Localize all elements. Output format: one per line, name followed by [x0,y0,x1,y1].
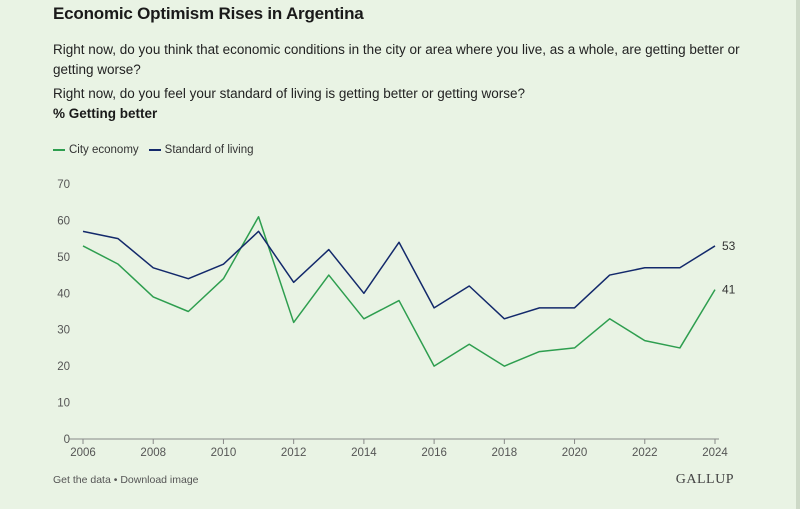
series-line-standard-of-living [82,230,716,320]
legend-item-city: City economy [53,144,139,156]
end-label-city-economy: 41 [722,283,736,297]
x-tick-label: 2020 [562,447,588,459]
y-tick-label: 0 [64,434,70,446]
y-tick-label: 10 [57,398,70,410]
legend-item-standard: Standard of living [148,144,254,156]
y-tick-label: 20 [57,361,70,373]
y-tick-label: 60 [57,215,70,227]
legend-swatch-standard [148,149,161,151]
legend: City economy Standard of living [53,144,254,156]
gallup-logo: GALLUP [675,472,734,487]
series-line-city-economy [82,216,716,367]
metric-label: % Getting better [53,106,158,121]
y-tick-label: 40 [57,288,70,300]
footer-links: Get the data • Download image [53,474,199,486]
footer-separator: • [110,474,121,486]
x-tick-label: 2018 [492,447,518,459]
y-tick-label: 30 [57,325,70,337]
scroll-edge [796,0,800,509]
line-chart: 0 10 20 30 40 50 60 70 2006 2008 2010 2012 2014 2016 2… [57,179,736,459]
legend-label-city: City economy [69,144,139,156]
y-tick-label: 50 [57,252,70,264]
y-tick-label: 70 [57,179,70,191]
x-tick-label: 2012 [281,447,307,459]
chart-title: Economic Optimism Rises in Argentina [53,4,364,23]
end-label-standard-of-living: 53 [722,239,736,253]
download-image-link[interactable]: Download image [120,474,199,486]
legend-swatch-city [53,149,65,151]
x-tick-label: 2006 [70,447,96,459]
x-tick-label: 2022 [632,447,658,459]
question-city: Right now, do you think that economic co… [53,42,740,77]
x-tick-label: 2014 [351,447,377,459]
x-tick-label: 2016 [421,447,447,459]
x-tick-label: 2008 [140,447,166,459]
x-tick-label: 2010 [211,447,237,459]
legend-label-standard: Standard of living [164,144,254,156]
x-tick-label: 2024 [702,447,728,459]
get-data-link[interactable]: Get the data [53,474,111,486]
question-standard: Right now, do you feel your standard of … [53,86,526,101]
